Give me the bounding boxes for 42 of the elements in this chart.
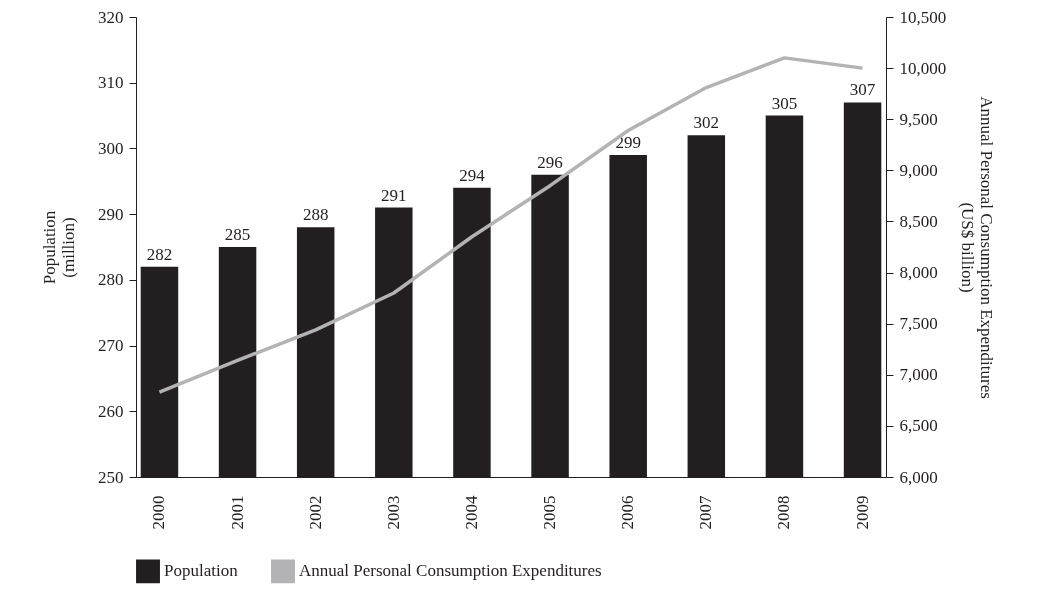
x-tick-label: 2005 <box>540 495 560 530</box>
data-label: 299 <box>615 133 641 152</box>
y2-tick-label: 9,500 <box>899 109 938 129</box>
y2-tick-label: 7,500 <box>899 314 938 334</box>
y-axis-title: Population (million) <box>40 210 78 285</box>
y2-tick-label: 8,000 <box>899 263 938 283</box>
data-label: 307 <box>849 80 876 100</box>
data-label: 302 <box>693 113 720 133</box>
y2-tick-label: 7,000 <box>899 365 938 385</box>
y-tick-label: 300 <box>98 138 124 158</box>
x-tick-label: 2001 <box>227 495 247 530</box>
y2-tick-label: 6,000 <box>899 467 938 487</box>
y2-tick-label: 10,500 <box>899 7 947 27</box>
data-label: 296 <box>537 152 563 172</box>
y-tick-label: 310 <box>98 73 124 93</box>
y2-axis-title: Annual Personal Consumption Expenditures (US$ billion) <box>958 96 997 399</box>
x-tick-label: 2009 <box>852 495 872 530</box>
y2-tick-label: 8,500 <box>899 211 938 231</box>
x-tick-label: 2004 <box>461 495 481 530</box>
y2-tick-label: 9,000 <box>899 160 938 180</box>
data-label: 282 <box>146 244 173 264</box>
y2-tick-label: 10,000 <box>899 58 947 78</box>
y-tick-label: 250 <box>98 467 124 487</box>
data-label: 288 <box>302 205 329 225</box>
y2-tick-label: 6,500 <box>899 416 938 436</box>
legend-label: Population <box>164 561 239 581</box>
data-label: 291 <box>381 185 407 205</box>
legend-label: Annual Personal Consumption Expenditures <box>299 561 602 581</box>
x-tick-label: 2002 <box>305 495 325 530</box>
data-label: 305 <box>771 93 798 113</box>
y-tick-label: 270 <box>98 336 124 356</box>
y-tick-label: 260 <box>98 401 124 421</box>
y-tick-label: 280 <box>98 270 124 290</box>
x-tick-label: 2006 <box>618 495 638 530</box>
x-tick-label: 2000 <box>149 495 169 530</box>
y-tick-label: 290 <box>98 204 124 224</box>
data-label: 285 <box>224 225 251 244</box>
x-tick-label: 2008 <box>774 495 794 530</box>
y-tick-label: 320 <box>98 7 124 27</box>
data-label: 294 <box>459 165 486 185</box>
x-tick-label: 2003 <box>383 495 403 530</box>
x-tick-label: 2007 <box>696 495 716 530</box>
